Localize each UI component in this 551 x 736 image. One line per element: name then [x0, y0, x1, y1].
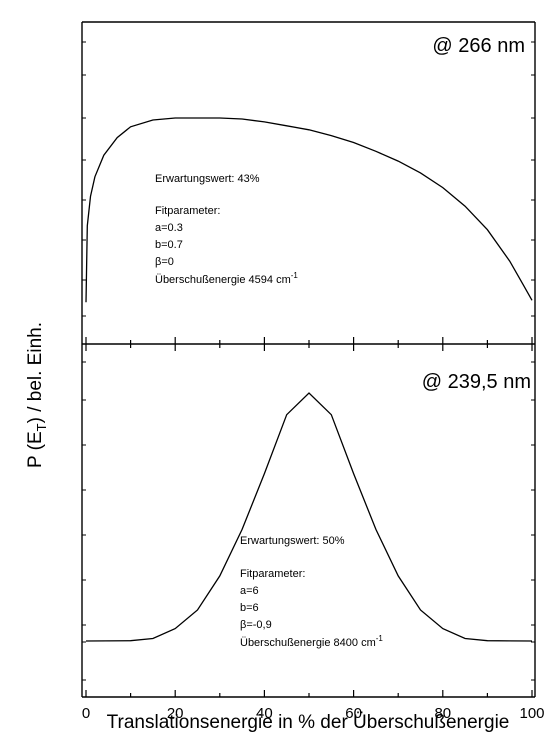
- x-tick-label-40: 40: [256, 705, 273, 722]
- y-axis-title-main: P (E: [25, 431, 46, 468]
- bottom-energy-main: Überschußenergie 8400 cm: [240, 637, 376, 649]
- bottom-erwartung-text: Erwartungswert: 50%: [240, 535, 345, 547]
- x-tick-label-80: 80: [434, 705, 451, 722]
- bottom-energy-text: Überschußenergie 8400 cm-1: [240, 634, 383, 649]
- x-tick-label-60: 60: [345, 705, 362, 722]
- bottom-fit-heading: Fitparameter:: [240, 568, 305, 580]
- top-fit-b: b=0.7: [155, 239, 183, 251]
- top-energy-text: Überschußenergie 4594 cm-1: [155, 271, 298, 286]
- y-axis-title-tail: ) / bel. Einh.: [25, 322, 46, 423]
- top-fit-beta: β=0: [155, 256, 174, 268]
- top-energy-sup: -1: [291, 271, 299, 280]
- y-axis-title: P (ET) / bel. Einh.: [25, 322, 49, 468]
- bottom-fit-a: a=6: [240, 585, 259, 597]
- panel-top-label: @ 266 nm: [432, 35, 525, 57]
- x-tick-label-100: 100: [519, 705, 544, 722]
- top-energy-main: Überschußenergie 4594 cm: [155, 274, 291, 286]
- y-axis-title-sub: T: [34, 423, 49, 431]
- bottom-fit-b: b=6: [240, 602, 259, 614]
- x-tick-label-0: 0: [82, 705, 90, 722]
- tick-marks: [82, 41, 535, 697]
- panel-top-frame: [81, 21, 536, 344]
- curve-panel-2: [85, 392, 533, 642]
- panel-top-annotations: Erwartungswert: 43% Fitparameter: a=0.3 …: [155, 173, 298, 286]
- x-axis-title: Translationsenergie in % der Überschußen…: [107, 712, 510, 733]
- curve-panel-1: [85, 117, 533, 303]
- top-erwartung-text: Erwartungswert: 43%: [155, 173, 260, 185]
- panel-bottom-label: @ 239,5 nm: [422, 371, 531, 393]
- panel-bottom-annotations: Erwartungswert: 50% Fitparameter: a=6 b=…: [240, 535, 383, 649]
- top-fit-a: a=0.3: [155, 222, 183, 234]
- x-tick-label-20: 20: [167, 705, 184, 722]
- bottom-fit-beta: β=-0,9: [240, 619, 272, 631]
- top-fit-heading: Fitparameter:: [155, 205, 220, 217]
- curves: [85, 117, 533, 642]
- x-tick-labels: 0 20 40 60 80 100: [82, 705, 545, 722]
- bottom-energy-sup: -1: [376, 634, 384, 643]
